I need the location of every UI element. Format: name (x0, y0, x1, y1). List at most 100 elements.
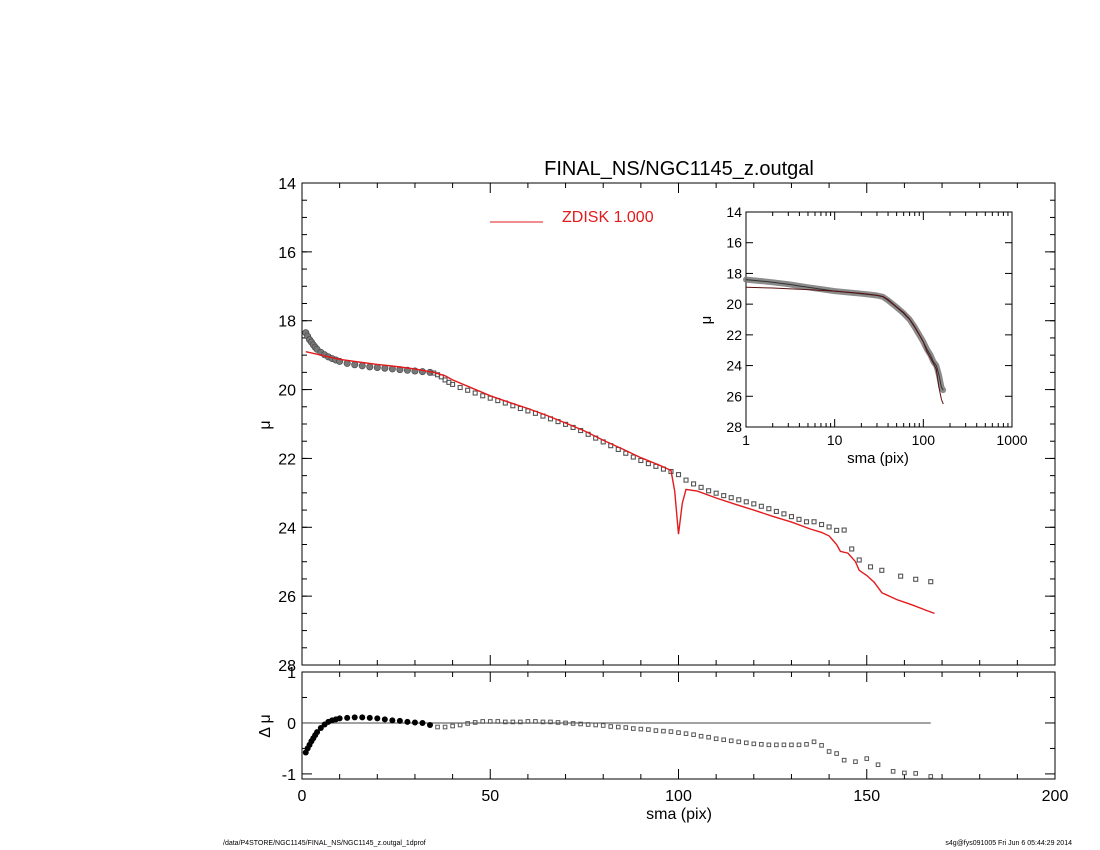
inset-model-line (745, 286, 944, 405)
inset-y-tick-label: 20 (726, 296, 742, 312)
data-point (645, 461, 651, 467)
data-point (698, 484, 704, 490)
data-point (472, 390, 478, 396)
data-point (879, 567, 885, 573)
y-tick-label: 24 (278, 520, 296, 537)
residual-point (578, 721, 583, 727)
residual-point (351, 714, 358, 721)
y-tick-label: 14 (278, 176, 296, 193)
legend-label: ZDISK 1.000 (562, 209, 654, 226)
footer-file-path: /data/P4STORE/NGC1145/FINAL_NS/NGC1145_z… (223, 840, 426, 847)
residual-point (781, 742, 787, 748)
residual-point (450, 723, 455, 729)
main-plot: 14 16 18 20 22 24 26 28 μ ZDISK 1.000 (257, 176, 1056, 675)
data-point (751, 501, 757, 507)
y-tick-label: 26 (278, 589, 296, 606)
residual-point (811, 739, 817, 745)
data-point (811, 519, 817, 525)
data-point (766, 506, 772, 512)
x-tick-label: 100 (665, 788, 692, 805)
inset-data-core (745, 279, 944, 391)
residual-point (819, 743, 824, 748)
data-point (450, 381, 456, 387)
y-axis-label: Δ μ (257, 714, 274, 737)
residual-point (804, 742, 809, 747)
x-tick-label: 0 (298, 788, 307, 805)
residual-point (336, 715, 343, 722)
residual-point (661, 728, 666, 734)
model-line (305, 351, 935, 615)
residual-point (411, 719, 418, 726)
residual-point (600, 723, 606, 728)
inset-y-tick-label: 24 (726, 358, 742, 374)
residual-point (510, 719, 516, 725)
data-point (465, 387, 471, 393)
residual-point (472, 720, 478, 725)
residual-point (548, 719, 553, 725)
residual-point (721, 737, 726, 743)
y-tick-label: -1 (282, 767, 296, 784)
residual-point (928, 774, 934, 779)
inset-plot: 14 16 18 20 22 24 26 281 10 100 1000 sma (pix) μ (698, 204, 1028, 467)
inset-y-tick-label: 26 (726, 388, 742, 404)
residual-point (435, 724, 440, 730)
x-tick-label: 200 (1042, 788, 1069, 805)
residual-point (875, 762, 881, 768)
data-point (856, 557, 862, 563)
residual-point (646, 727, 651, 732)
data-point (683, 477, 689, 483)
data-point (819, 521, 825, 528)
data-point (849, 546, 855, 552)
data-point (480, 393, 486, 399)
inset-y-tick-label: 14 (726, 204, 742, 220)
data-point (675, 472, 682, 478)
residual-point (743, 740, 749, 746)
data-point (928, 579, 934, 585)
data-point (358, 362, 366, 370)
residual-point (698, 733, 704, 739)
data-point (351, 361, 359, 369)
y-tick-label: 22 (278, 451, 296, 468)
residual-point (676, 730, 681, 735)
y-tick-label: 28 (278, 658, 296, 675)
residual-point (864, 756, 870, 761)
residual-point (890, 769, 896, 774)
inset-y-tick-label: 16 (726, 235, 742, 251)
residual-point (683, 731, 689, 736)
residual-point (774, 742, 779, 748)
residual-point (317, 725, 324, 732)
residual-point (668, 729, 674, 734)
residual-point (759, 742, 764, 747)
residual-point (480, 719, 486, 724)
data-point (721, 493, 727, 499)
inset-x-tick-label: 1000 (996, 432, 1027, 448)
data-point (706, 488, 712, 494)
residual-point (518, 719, 523, 725)
data-point (366, 363, 374, 371)
residual-point (766, 742, 772, 748)
residual-point (540, 719, 546, 725)
inset-y-tick-label: 28 (726, 419, 742, 435)
residual-point (427, 721, 434, 728)
data-point (803, 519, 810, 525)
residual-point (389, 717, 396, 724)
data-point (728, 495, 734, 501)
chart-title: FINAL_NS/NGC1145_z.outgal (544, 158, 814, 180)
inset-x-tick-label: 100 (912, 432, 936, 448)
y-tick-label: 1 (287, 665, 296, 682)
data-point (898, 573, 904, 579)
data-point (773, 508, 779, 514)
residual-point (381, 716, 388, 723)
residual-point (789, 742, 794, 748)
y-tick-label: 16 (278, 245, 296, 262)
residual-point (495, 719, 501, 724)
residual-point (366, 714, 373, 721)
inset-x-tick-label: 1 (742, 432, 750, 448)
data-point (834, 527, 840, 533)
residual-point (653, 728, 659, 733)
inset-y-tick-label: 22 (726, 327, 742, 343)
data-point (691, 481, 697, 487)
data-point (781, 511, 787, 517)
y-tick-label: 20 (278, 383, 296, 400)
